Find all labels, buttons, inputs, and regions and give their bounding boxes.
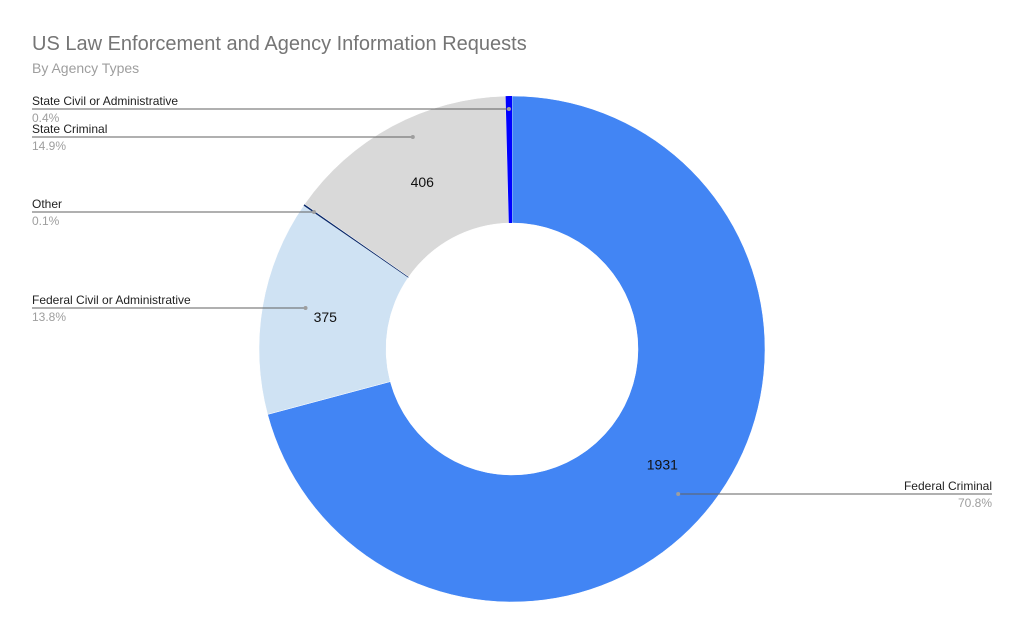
slice-state-civil-or-administrative <box>505 96 512 224</box>
slice-label-state-civil-or-administrative: State Civil or Administrative <box>32 94 178 108</box>
slices-layer <box>258 95 766 603</box>
slice-other <box>303 204 409 278</box>
slice-label-other: Other <box>32 197 62 211</box>
leader-dot-federal-civil-or-administrative <box>303 306 308 310</box>
leader-dot-state-civil-or-administrative <box>506 107 511 111</box>
slice-federal-criminal <box>267 95 766 603</box>
slice-state-criminal <box>304 95 510 278</box>
slice-percent-federal-civil-or-administrative: 13.8% <box>32 310 66 324</box>
leader-dot-other <box>311 210 316 214</box>
leader-dot-federal-criminal <box>676 492 681 496</box>
chart-title: US Law Enforcement and Agency Informatio… <box>32 33 527 55</box>
slice-label-federal-criminal: Federal Criminal <box>904 479 992 493</box>
slice-label-federal-civil-or-administrative: Federal Civil or Administrative <box>32 293 191 307</box>
slice-federal-civil-or-administrative <box>258 205 409 415</box>
slice-value-federal-criminal: 1931 <box>647 456 678 472</box>
slice-value-federal-civil-or-administrative: 375 <box>314 309 338 325</box>
slice-percent-state-criminal: 14.9% <box>32 139 66 153</box>
slice-percent-federal-criminal: 70.8% <box>958 496 992 510</box>
chart-subtitle: By Agency Types <box>32 60 139 76</box>
labels-layer: 1931 Federal Criminal 70.8% 375 Federal Civi… <box>32 94 992 510</box>
slice-percent-state-civil-or-administrative: 0.4% <box>32 111 60 125</box>
slice-label-state-criminal: State Criminal <box>32 122 107 136</box>
leader-dot-state-criminal <box>410 135 415 139</box>
slice-value-state-criminal: 406 <box>411 174 435 190</box>
slice-percent-other: 0.1% <box>32 214 60 228</box>
